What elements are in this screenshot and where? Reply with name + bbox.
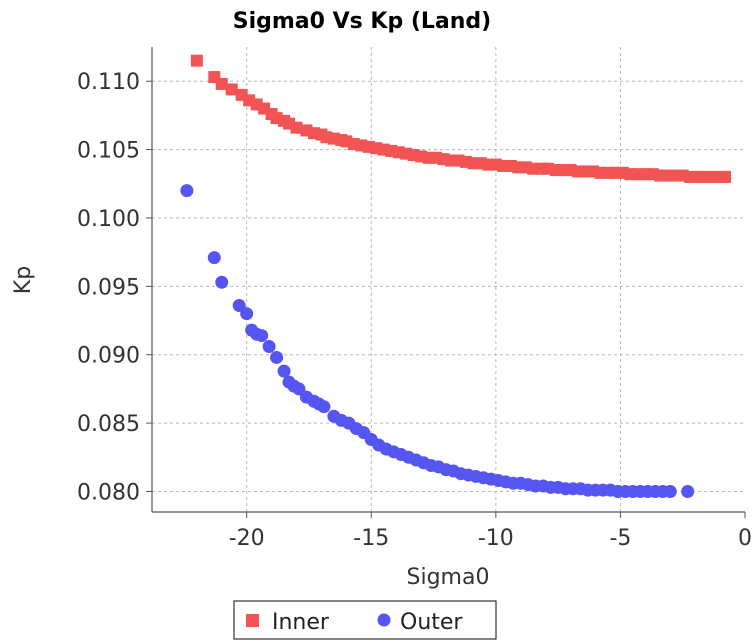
- point-inner: [215, 77, 228, 90]
- plot-area: [151, 46, 746, 513]
- point-outer: [277, 364, 291, 378]
- x-tick-label: -10: [478, 526, 514, 551]
- x-tick-label: 0: [738, 526, 752, 551]
- x-tick-label: -15: [353, 526, 389, 551]
- x-tick-label: -5: [609, 526, 631, 551]
- y-tick-label: 0.095: [77, 275, 140, 300]
- point-outer: [215, 275, 229, 289]
- legend-box: [233, 600, 497, 640]
- point-inner: [719, 170, 732, 183]
- legend-marker-outer: [377, 613, 391, 627]
- y-tick-label: 0.085: [77, 412, 140, 437]
- point-outer: [180, 184, 194, 198]
- point-outer: [681, 484, 695, 498]
- x-axis-ticks: -20 -15 -10 -5 0: [229, 512, 752, 551]
- y-tick-label: 0.105: [77, 139, 140, 164]
- point-outer: [240, 307, 254, 321]
- point-outer: [270, 350, 284, 364]
- legend-label-inner: Inner: [272, 610, 330, 635]
- axes: [151, 47, 745, 513]
- y-tick-label: 0.100: [77, 207, 140, 232]
- y-tick-label: 0.080: [77, 480, 140, 505]
- point-outer: [207, 251, 221, 265]
- legend: Inner Outer: [233, 600, 497, 640]
- y-tick-label: 0.110: [77, 70, 140, 95]
- point-outer: [317, 400, 331, 414]
- point-outer: [232, 298, 246, 312]
- legend-marker-inner: [246, 614, 259, 627]
- point-outer: [262, 340, 276, 354]
- point-outer: [663, 484, 677, 498]
- point-outer: [255, 329, 269, 343]
- legend-label-outer: Outer: [400, 610, 463, 635]
- point-inner: [290, 121, 303, 134]
- point-inner: [225, 83, 238, 96]
- data-points: [180, 54, 732, 498]
- x-axis-label: Sigma0: [407, 565, 490, 590]
- point-inner: [190, 54, 203, 67]
- point-inner: [283, 117, 296, 130]
- x-tick-label: -20: [229, 526, 265, 551]
- y-tick-label: 0.090: [77, 344, 140, 369]
- grid: [152, 47, 745, 512]
- point-outer: [292, 382, 306, 396]
- chart-title: Sigma0 Vs Kp (Land): [233, 9, 492, 34]
- y-axis-label: Kp: [11, 266, 36, 294]
- y-axis-ticks: 0.080 0.085 0.090 0.095 0.100 0.105 0.110: [77, 70, 152, 505]
